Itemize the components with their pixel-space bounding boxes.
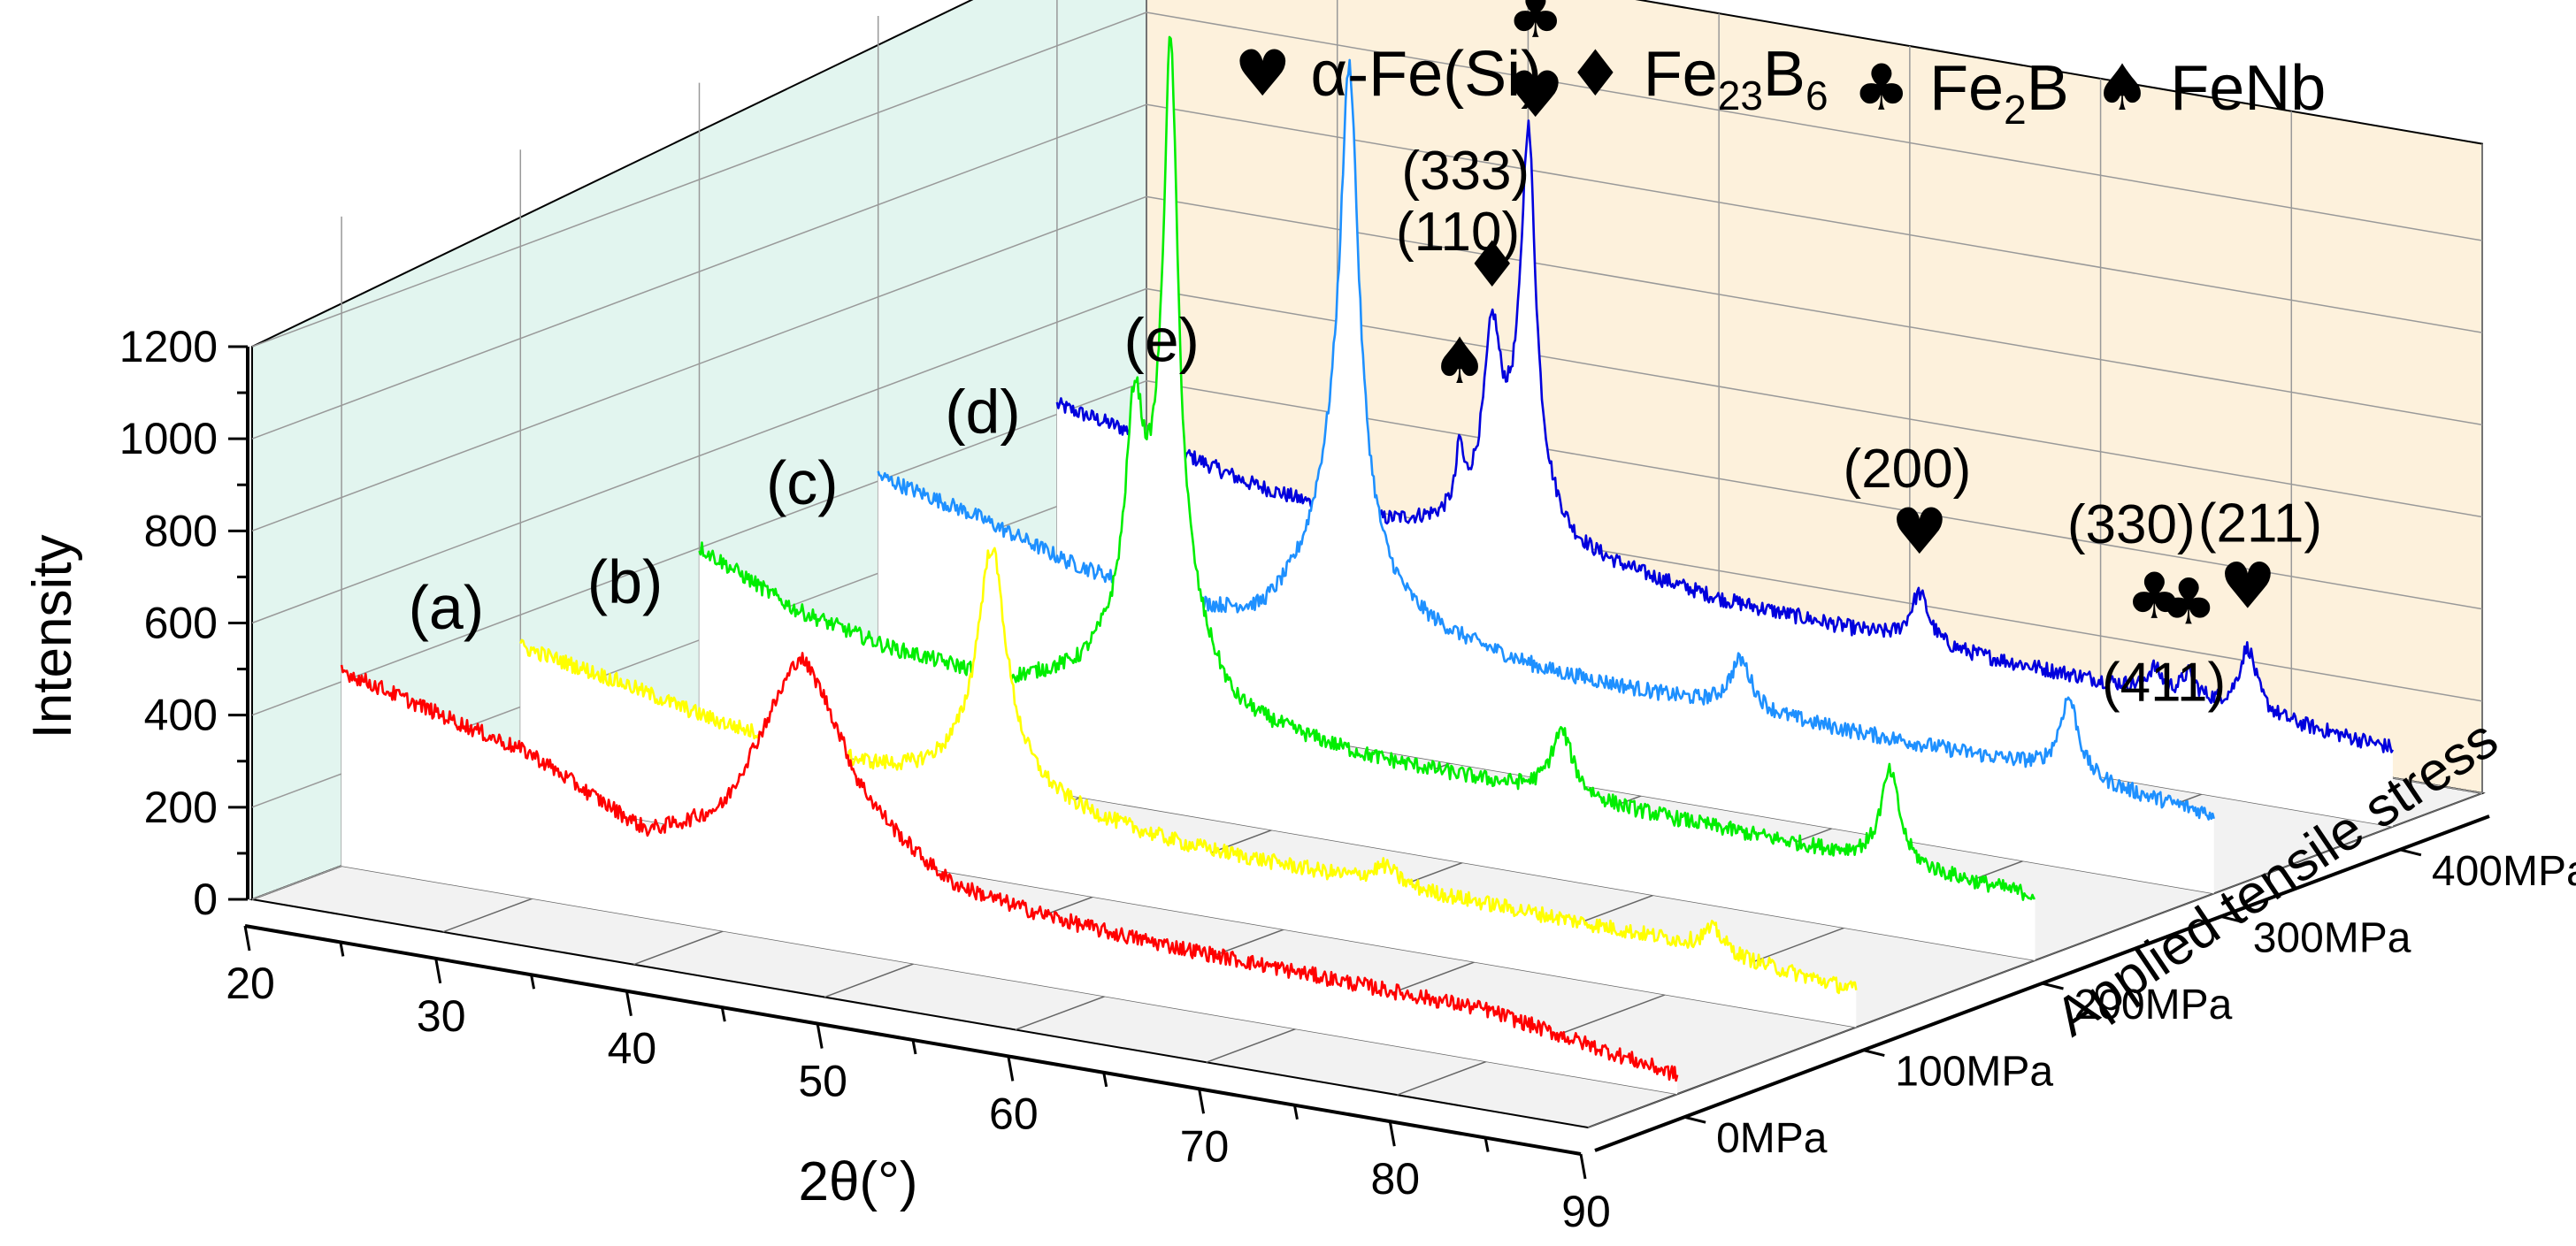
back-gridline-y [1146, 103, 2483, 333]
y-tick-label: 600 [144, 599, 218, 648]
series-fill [341, 653, 1678, 1095]
x-tick-label: 60 [989, 1089, 1039, 1138]
legend-symbol: ♠ [2094, 50, 2151, 125]
z-tick [1683, 1115, 1706, 1124]
peak-label: (411) [2102, 653, 2226, 714]
legend-symbol: ♥ [1234, 36, 1292, 111]
series-line [1055, 119, 2395, 753]
series-label: (a) [409, 573, 485, 642]
series-label: (b) [587, 547, 663, 616]
z-tick-label: 400MPa [2432, 848, 2576, 895]
peak-label: (211) [2198, 493, 2322, 554]
x-tick [243, 925, 251, 952]
x-tick-label: 70 [1180, 1121, 1230, 1171]
x-tick-label: 20 [226, 959, 275, 1008]
x-axis-title: 2θ(°) [798, 1151, 917, 1212]
series-line [698, 35, 2036, 901]
peak-symbol: ♥ [1891, 494, 1949, 569]
z-tick [1862, 1049, 1885, 1058]
x-tick [434, 958, 442, 984]
legend-name: α-Fe(Si) [1311, 39, 1543, 110]
back-gridline-y [1146, 195, 2483, 426]
legend: ♥ α-Fe(Si) ♦ Fe23B6 ♣ Fe2B ♠ FeNb [1234, 36, 2326, 133]
x-minor-tick [720, 1006, 726, 1022]
peak-symbol: ♣ [2126, 559, 2183, 633]
legend-symbol: ♦ [1567, 36, 1624, 111]
y-tick-label: 800 [144, 506, 218, 555]
z-tick-label: 200MPa [2074, 982, 2233, 1028]
chart-axes: 0 200 400 600 800 1000 1200 20 30 40 50 60 70 80 90 0MP… [119, 322, 2576, 1236]
peak-symbol: ♦ [1463, 227, 1521, 302]
series-line [340, 652, 1679, 1082]
x-tick-label: 40 [608, 1024, 657, 1074]
z-tick-label: 100MPa [1895, 1049, 2053, 1096]
y-tick-label: 0 [193, 875, 218, 924]
x-minor-tick [1102, 1072, 1108, 1088]
chart-series [340, 35, 2395, 1095]
y-tick-label: 1000 [119, 414, 218, 463]
series-line [519, 547, 1858, 995]
x-tick-label: 30 [417, 991, 466, 1041]
peak-annotations: ♠(110)♦(333)♥♣(110)♥(200)♣(330)♣(411)♥(2… [1396, 0, 2322, 714]
x-tick [625, 990, 632, 1016]
legend-subscript: 23 [1718, 73, 1763, 118]
legend-name-part: B [1763, 39, 1806, 110]
back-gridline-y [1146, 379, 2483, 610]
series-label: (d) [945, 377, 1021, 446]
peak-symbol: ♠ [1431, 324, 1489, 398]
x-tick [1007, 1056, 1015, 1082]
z-tick [2220, 914, 2243, 923]
series-label: (c) [766, 448, 839, 517]
x-tick [816, 1023, 824, 1049]
peak-label: (330) [2067, 494, 2196, 555]
y-tick-label: 200 [144, 783, 218, 832]
z-tick [2042, 982, 2064, 990]
peak-label: (333) [1401, 141, 1530, 202]
x-tick-label: 90 [1561, 1187, 1611, 1236]
series-fill [699, 36, 2036, 960]
peak-symbol-extra: ♣ [1506, 0, 1564, 52]
back-gridline-y [1146, 11, 2483, 241]
x-tick-label: 50 [798, 1057, 847, 1106]
legend-subscript: 2 [2004, 87, 2027, 133]
legend-name: FeNb [2170, 53, 2326, 124]
y-tick-label: 400 [144, 691, 218, 740]
x-minor-tick [1292, 1105, 1299, 1120]
z-tick-label: 300MPa [2253, 914, 2411, 961]
legend-name: Fe [1929, 53, 2004, 124]
x-minor-tick [530, 975, 536, 990]
back-gridline-y [1146, 287, 2483, 518]
z-tick [2399, 848, 2422, 857]
x-minor-tick [911, 1039, 917, 1055]
x-minor-tick [339, 942, 345, 957]
peak-symbol: ♣ [2160, 565, 2218, 639]
z-tick-label: 0MPa [1716, 1115, 1828, 1162]
legend-subscript: 6 [1806, 73, 1828, 118]
peak-symbol: ♥ [2220, 548, 2277, 623]
legend-symbol: ♣ [1853, 50, 1911, 125]
y-tick-label: 1200 [119, 322, 218, 371]
legend-name: Fe [1644, 39, 1718, 110]
x-tick-label: 80 [1370, 1154, 1420, 1204]
series-label: (e) [1123, 305, 1200, 374]
peak-label: (200) [1844, 439, 1972, 500]
x-tick [1579, 1153, 1587, 1180]
peak-label: (110) [1396, 202, 1520, 263]
legend-name-part: B [2027, 53, 2069, 124]
peak-symbol: ♥ [1506, 57, 1564, 132]
x-tick [1388, 1120, 1396, 1147]
y-axis-title: Intensity [22, 535, 83, 739]
x-tick [1198, 1089, 1206, 1114]
x-minor-tick [1484, 1137, 1490, 1152]
series-line [877, 58, 2215, 821]
